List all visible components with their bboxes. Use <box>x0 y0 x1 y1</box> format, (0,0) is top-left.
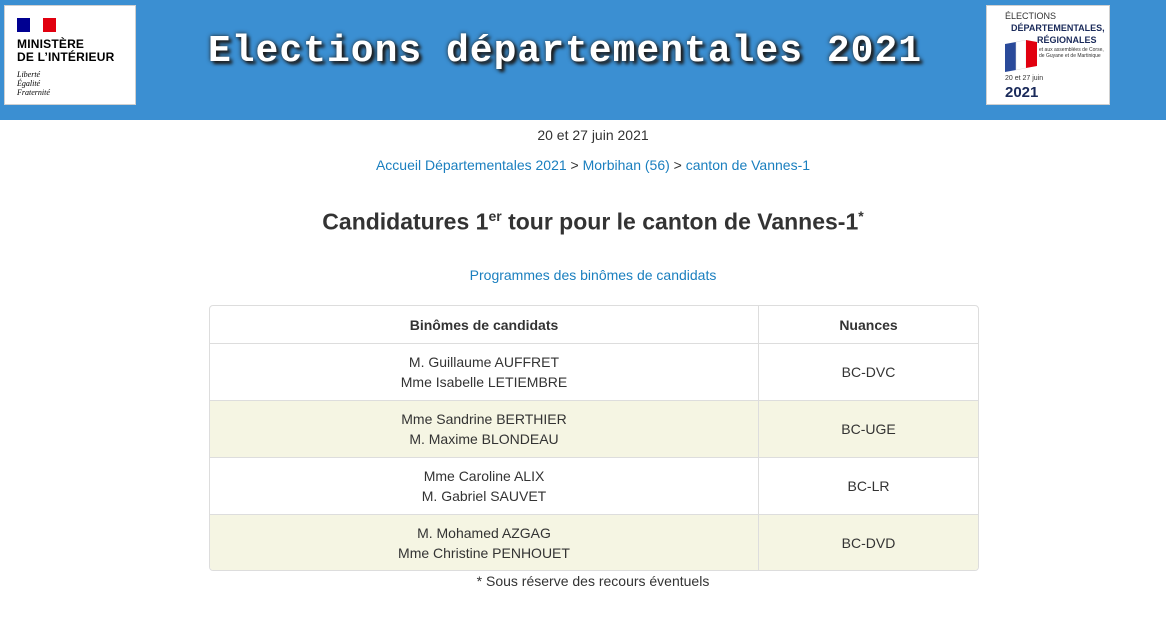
ministry-logo[interactable]: MINISTÈRE DE L’INTÉRIEUR Liberté Égalité… <box>4 5 136 105</box>
candidate-pair: M. Guillaume AUFFRET Mme Isabelle LETIEMB… <box>400 354 568 390</box>
footnote: * Sous réserve des recours éventuels <box>476 573 710 589</box>
page-title: Candidatures 1er tour pour le canton de … <box>322 208 864 235</box>
republic-flag-icon <box>17 18 57 32</box>
table-row: Mme Caroline ALIX M. Gabriel SAUVET BC-LR <box>210 457 978 514</box>
flag-icon <box>1005 40 1037 72</box>
nuance-value: BC-UGE <box>758 401 978 457</box>
candidate-pair: Mme Caroline ALIX M. Gabriel SAUVET <box>421 468 547 504</box>
column-header-nuances: Nuances <box>758 306 978 343</box>
election-dates: 20 et 27 juin 2021 <box>537 127 649 143</box>
programmes-link[interactable]: Programmes des binômes de candidats <box>469 267 717 283</box>
breadcrumb-home-link[interactable]: Accueil Départementales 2021 <box>375 157 567 173</box>
breadcrumb-separator: > <box>673 157 682 173</box>
breadcrumb-canton-link[interactable]: canton de Vannes-1 <box>685 157 811 173</box>
republic-motto: Liberté Égalité Fraternité <box>17 70 50 97</box>
column-header-candidates: Binômes de candidats <box>409 316 559 333</box>
nuance-value: BC-DVD <box>758 515 978 570</box>
nuance-value: BC-DVC <box>758 344 978 400</box>
table-row: Mme Sandrine BERTHIER M. Maxime BLONDEAU … <box>210 400 978 457</box>
banner-title: Elections départementales 2021 <box>207 30 923 73</box>
table-header-row: Binômes de candidats Nuances <box>210 306 978 343</box>
candidates-table: Binômes de candidats Nuances M. Guillaum… <box>209 305 979 571</box>
breadcrumb-department-link[interactable]: Morbihan (56) <box>582 157 670 173</box>
header-banner: MINISTÈRE DE L’INTÉRIEUR Liberté Égalité… <box>0 0 1166 120</box>
table-row: M. Mohamed AZGAG Mme Christine PENHOUET B… <box>210 514 978 570</box>
nuance-value: BC-LR <box>758 458 978 514</box>
candidate-pair: M. Mohamed AZGAG Mme Christine PENHOUET <box>398 525 570 561</box>
candidate-pair: Mme Sandrine BERTHIER M. Maxime BLONDEAU <box>401 411 567 447</box>
breadcrumb-separator: > <box>570 157 579 173</box>
table-row: M. Guillaume AUFFRET Mme Isabelle LETIEMB… <box>210 343 978 400</box>
ministry-name: MINISTÈRE DE L’INTÉRIEUR <box>17 37 115 64</box>
breadcrumb: Accueil Départementales 2021 > Morbihan … <box>0 157 1166 173</box>
elections-logo: ÉLECTIONS DÉPARTEMENTALES, RÉGIONALES et… <box>986 5 1110 105</box>
